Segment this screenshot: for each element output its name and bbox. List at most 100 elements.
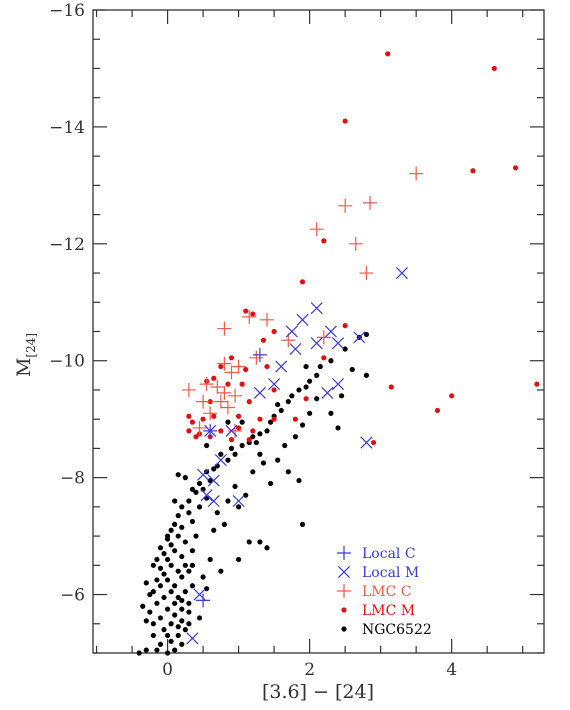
data-point bbox=[491, 65, 497, 72]
data-point bbox=[172, 548, 178, 554]
data-point bbox=[179, 597, 185, 603]
data-point bbox=[449, 393, 455, 399]
data-point bbox=[175, 533, 181, 539]
data-point bbox=[246, 539, 252, 545]
data-point bbox=[200, 574, 206, 580]
data-point bbox=[157, 565, 164, 571]
data-point bbox=[143, 618, 149, 624]
data-point bbox=[228, 423, 243, 438]
data-point bbox=[186, 609, 192, 615]
data-point bbox=[310, 337, 323, 350]
series-lmc-c bbox=[181, 166, 424, 438]
data-point bbox=[182, 539, 188, 545]
data-point bbox=[179, 524, 185, 530]
data-point bbox=[147, 609, 153, 615]
data-point bbox=[314, 372, 320, 378]
data-point bbox=[249, 350, 264, 365]
data-point bbox=[316, 330, 331, 345]
legend-item: Local M bbox=[337, 565, 419, 581]
data-point bbox=[338, 393, 345, 399]
data-point bbox=[285, 399, 291, 405]
data-point bbox=[161, 627, 167, 633]
data-point bbox=[324, 325, 337, 338]
data-point bbox=[154, 556, 160, 563]
data-point bbox=[232, 483, 238, 490]
data-point bbox=[338, 198, 353, 213]
data-point bbox=[264, 428, 270, 434]
series-ngc6522 bbox=[136, 331, 370, 656]
data-point bbox=[299, 521, 306, 528]
data-point bbox=[186, 498, 192, 504]
data-point bbox=[175, 594, 181, 601]
data-point bbox=[253, 439, 259, 446]
data-point bbox=[332, 337, 345, 350]
data-point bbox=[307, 410, 313, 416]
data-point bbox=[409, 166, 424, 181]
data-point bbox=[136, 650, 142, 656]
data-point bbox=[196, 394, 211, 409]
data-point bbox=[182, 475, 188, 481]
data-point bbox=[217, 385, 232, 400]
data-point bbox=[307, 378, 313, 384]
legend-marker bbox=[341, 607, 347, 613]
data-point bbox=[164, 556, 171, 563]
svg-text:M[24]: M[24] bbox=[13, 333, 38, 377]
plot-frame bbox=[92, 9, 545, 654]
data-point bbox=[168, 638, 174, 644]
data-point bbox=[157, 615, 164, 621]
data-point bbox=[310, 302, 323, 315]
data-point bbox=[257, 416, 263, 422]
data-point bbox=[225, 419, 231, 425]
data-point bbox=[303, 396, 309, 402]
data-point bbox=[335, 425, 341, 431]
data-point bbox=[231, 359, 246, 374]
data-point bbox=[199, 377, 214, 392]
data-point bbox=[228, 355, 235, 361]
legend-label: LMC C bbox=[362, 584, 412, 600]
data-point bbox=[168, 542, 174, 548]
data-point bbox=[282, 442, 288, 449]
data-point bbox=[143, 647, 149, 653]
data-point bbox=[179, 641, 185, 647]
data-point bbox=[182, 589, 188, 595]
data-point bbox=[189, 419, 196, 425]
data-point bbox=[271, 328, 277, 335]
data-point bbox=[186, 428, 192, 434]
data-point bbox=[175, 624, 181, 630]
data-point bbox=[179, 618, 185, 624]
data-point bbox=[189, 562, 196, 568]
data-point bbox=[203, 423, 218, 438]
data-point bbox=[342, 323, 348, 329]
data-point bbox=[328, 410, 334, 416]
data-point bbox=[242, 309, 257, 324]
data-point bbox=[186, 510, 192, 516]
data-point bbox=[243, 492, 249, 498]
data-point bbox=[250, 428, 256, 434]
data-point bbox=[179, 504, 185, 510]
legend-marker bbox=[337, 565, 351, 579]
data-point bbox=[179, 606, 185, 612]
data-point bbox=[218, 428, 224, 434]
data-point bbox=[275, 401, 281, 408]
series-local-c bbox=[196, 347, 267, 608]
data-point bbox=[246, 437, 252, 443]
data-point bbox=[154, 600, 160, 606]
x-tick-label: 0 bbox=[162, 660, 173, 680]
data-point bbox=[164, 632, 171, 639]
data-point bbox=[271, 387, 277, 393]
data-point bbox=[271, 416, 277, 422]
data-point bbox=[292, 416, 299, 422]
data-point bbox=[143, 580, 149, 586]
data-point bbox=[260, 337, 267, 343]
data-point bbox=[253, 386, 266, 399]
data-point bbox=[299, 422, 306, 428]
data-point bbox=[292, 434, 299, 440]
data-point bbox=[186, 600, 192, 606]
data-point bbox=[228, 437, 235, 443]
data-point bbox=[182, 562, 188, 568]
data-point bbox=[225, 424, 238, 437]
data-point bbox=[321, 386, 334, 399]
data-point bbox=[235, 556, 242, 563]
legend-marker bbox=[337, 584, 351, 598]
